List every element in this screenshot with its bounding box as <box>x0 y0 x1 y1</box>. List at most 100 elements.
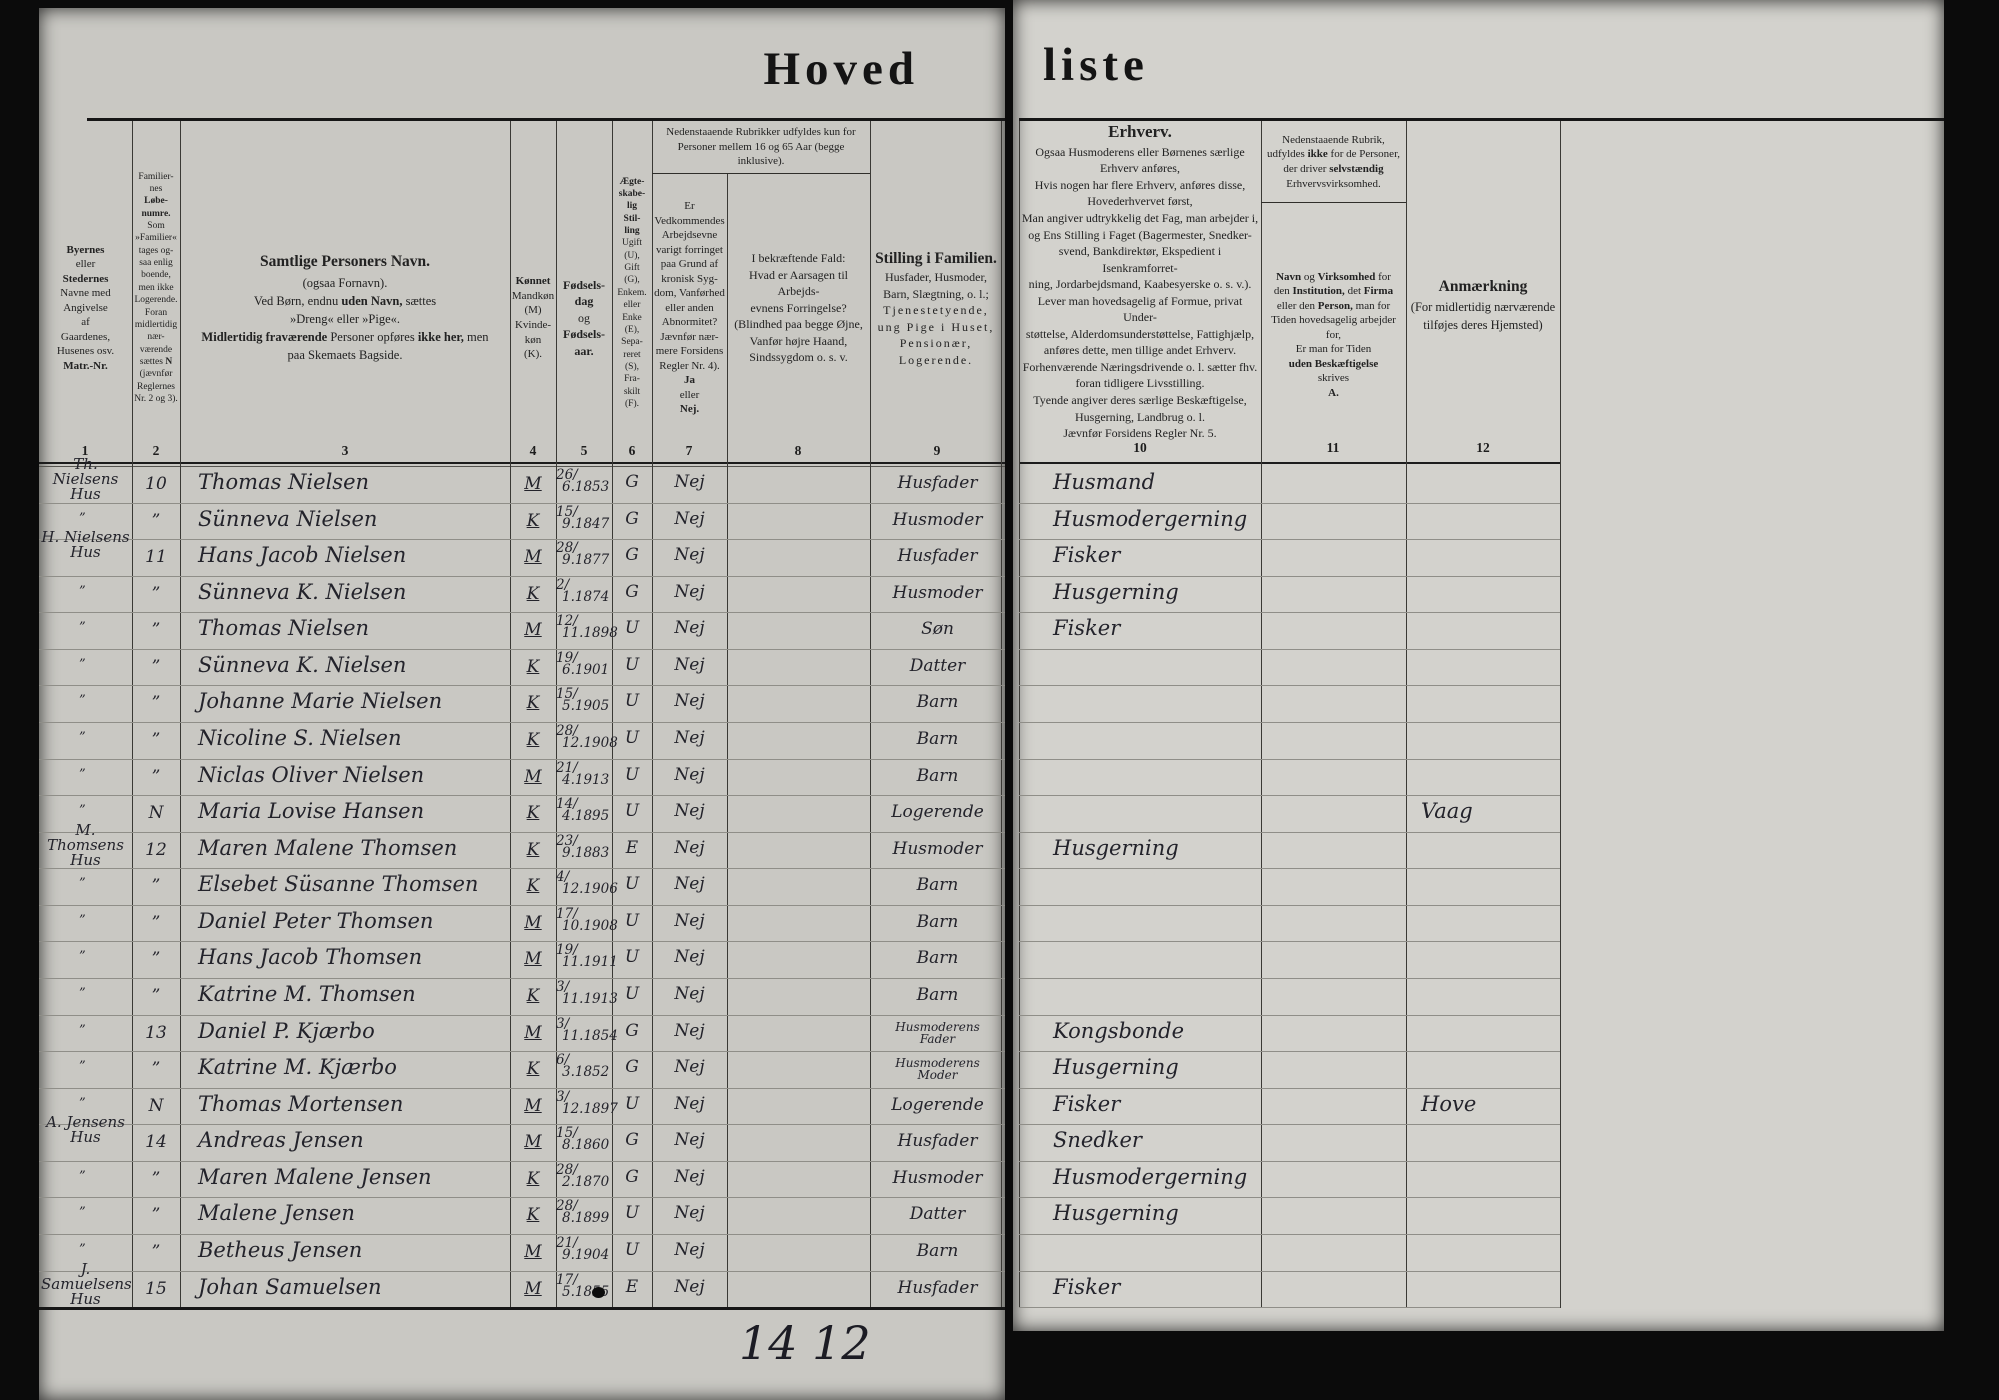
cell-family-position: Barn <box>916 1241 959 1261</box>
cell-name: Johan Samuelsen <box>198 1274 382 1299</box>
column-number: 12 <box>1476 440 1490 455</box>
header-top-rule <box>1019 118 1944 121</box>
cell-sex: M <box>524 547 542 568</box>
cell-birthdate: 17/10.1908 <box>556 905 618 934</box>
cell-occupation: Fisker <box>1053 543 1121 568</box>
column-number: 10 <box>1133 440 1147 455</box>
cell-family-position: Barn <box>916 729 959 749</box>
col-line <box>1406 121 1407 1308</box>
cell-sex: M <box>524 912 542 933</box>
cell-marital: U <box>624 1240 640 1260</box>
column-number: 2 <box>152 443 160 458</box>
cell-name: Maren Malene Jensen <box>198 1164 432 1189</box>
row-line <box>39 575 1005 577</box>
cell-birthdate: 15/5.1905 <box>556 686 610 715</box>
cell-family-position: Barn <box>916 948 959 969</box>
col-line <box>132 121 133 1309</box>
cell-place: M. Thomsens Hus <box>47 820 124 869</box>
cell-number: N <box>148 1095 164 1116</box>
cell-place: H. Nielsens Hus <box>41 528 130 562</box>
row-line <box>1019 795 1560 797</box>
row-line <box>39 1234 1005 1235</box>
cell-place-ditto: ” <box>79 693 86 709</box>
cell-birthdate: 28/2.1870 <box>556 1161 610 1190</box>
cell-name: Sünneva Nielsen <box>198 506 378 531</box>
header-col8: I bekræftende Fald: Hvad er Aarsagen til… <box>734 251 863 365</box>
cell-name: Nicoline S. Nielsen <box>198 726 402 750</box>
row-line <box>39 904 1005 906</box>
table-bottom-rule <box>39 1307 1005 1310</box>
header-col1: Byernes eller Stedernes Navne med Angive… <box>56 243 115 372</box>
header-col5: Fødsels- dag og Fødsels- aar. <box>563 277 605 358</box>
cell-marital: U <box>624 691 640 712</box>
row-line <box>1019 1234 1560 1235</box>
row-line <box>1019 612 1560 614</box>
row-line <box>1019 1124 1560 1126</box>
cell-marital: G <box>625 581 639 602</box>
row-line <box>39 795 1005 797</box>
cell-name: Malene Jensen <box>198 1201 355 1226</box>
cell-sex: M <box>524 1022 542 1043</box>
cell-birthdate: 3/12.1897 <box>556 1088 618 1117</box>
row-line <box>39 978 1005 979</box>
cell-number: ” <box>151 986 161 1006</box>
cell-name: Johanne Marie Nielsen <box>198 689 443 714</box>
cell-name: Niclas Oliver Nielsen <box>198 762 425 787</box>
cell-sex: M <box>524 766 542 787</box>
cell-sex: M <box>524 1132 542 1153</box>
cell-workable: Nej <box>674 984 705 1004</box>
cell-marital: G <box>625 545 639 566</box>
cell-sex: M <box>524 1278 542 1299</box>
cell-family-position: Datter <box>909 655 966 676</box>
cell-number: 14 <box>145 1132 167 1153</box>
cell-occupation: Snedker <box>1053 1128 1142 1153</box>
cell-workable: Nej <box>674 1203 705 1224</box>
header-bottom-rule <box>39 462 1005 464</box>
col-line <box>1019 121 1020 1308</box>
cell-birthdate: 28/8.1899 <box>556 1198 610 1227</box>
cell-number: ” <box>151 1059 161 1080</box>
cell-birthdate: 15/8.1860 <box>556 1125 610 1154</box>
header-col12: Anmærkning (For midlertidig nærværende t… <box>1410 277 1556 333</box>
cell-name: Elsebet Süsanne Thomsen <box>198 872 479 897</box>
header-col2: Familier- nes Løbe- numre. Som »Familier… <box>134 171 178 404</box>
cell-family-position: Barn <box>916 911 959 932</box>
cell-sex: K <box>526 803 540 824</box>
page-title-right: liste <box>1043 39 1149 91</box>
cell-family-position: Logerende <box>891 1094 984 1115</box>
cell-family-position: Barn <box>916 875 959 896</box>
cell-place-ditto: ” <box>79 876 86 892</box>
cell-workable: Nej <box>674 581 705 602</box>
cell-birthdate: 4/12.1906 <box>556 869 618 898</box>
cell-workable: Nej <box>674 508 705 529</box>
col-line <box>1261 121 1262 1308</box>
cell-family-position: Husfader <box>897 546 978 567</box>
header-col6: Ægte- skabe- lig Stil- ling Ugift (U), G… <box>617 176 647 409</box>
col-line <box>870 121 871 1309</box>
row-line <box>39 648 1005 650</box>
header-top-rule <box>87 118 1005 121</box>
cell-occupation: Fisker <box>1053 1274 1121 1299</box>
row-line <box>1019 1307 1560 1309</box>
page-title-left: Hoved <box>763 43 919 95</box>
row-line <box>1019 868 1560 870</box>
column-number: 1 <box>81 443 89 458</box>
cell-place: A. Jensens Hus <box>46 1113 125 1147</box>
cell-workable: Nej <box>674 1130 705 1151</box>
cell-marital: U <box>624 984 640 1004</box>
cell-place-ditto: ” <box>79 912 86 928</box>
cell-sex: M <box>524 474 542 494</box>
cell-marital: G <box>625 1057 639 1078</box>
row-line <box>1019 1160 1560 1162</box>
row-line <box>1019 575 1560 577</box>
page-right: liste Erhverv. Ogsaa Husmoderens eller B… <box>1013 0 1944 1331</box>
cell-occupation: Husgerning <box>1053 579 1179 604</box>
cell-workable: Nej <box>674 801 705 822</box>
cell-sex: K <box>526 656 540 677</box>
col-line <box>180 121 181 1309</box>
cell-workable: Nej <box>674 1057 705 1078</box>
cell-workable: Nej <box>674 1020 705 1041</box>
row-line <box>39 941 1005 943</box>
cell-occupation: Husgerning <box>1053 835 1179 860</box>
cell-birthdate: 14/4.1895 <box>556 796 610 825</box>
